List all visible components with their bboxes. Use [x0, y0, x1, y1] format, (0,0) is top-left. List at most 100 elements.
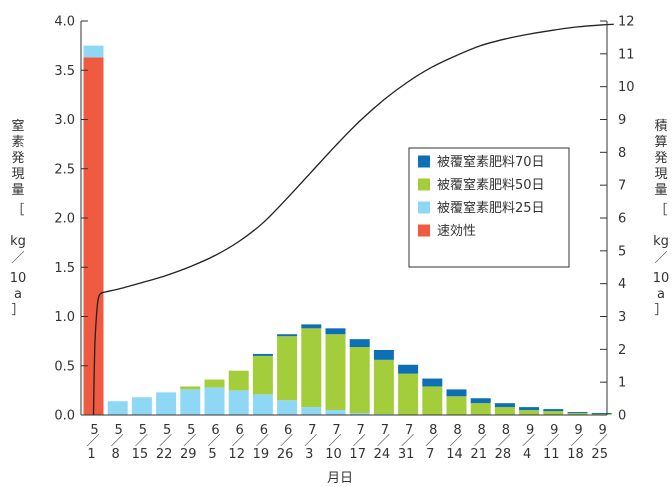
legend-box	[408, 147, 570, 268]
x-tick-month: 6	[284, 423, 292, 438]
x-tick-separator: ／	[546, 434, 559, 449]
bar-segment	[422, 378, 443, 387]
x-tick-month: 7	[357, 423, 365, 438]
bar-segment	[252, 394, 273, 415]
bar-segment	[325, 410, 346, 415]
bar-segment	[398, 364, 419, 374]
x-tick-day: 4	[523, 447, 531, 462]
x-tick-month: 5	[163, 423, 171, 438]
x-tick-month: 7	[308, 423, 316, 438]
right-tick-label: 2	[618, 343, 626, 358]
left-tick-label: 3.5	[54, 64, 75, 79]
axis-label-char: kg	[10, 234, 26, 249]
left-tick-label: 2.5	[54, 162, 75, 177]
axes-layer: 0.00.51.01.52.02.53.03.54.00123456789101…	[54, 15, 634, 463]
bar-segment	[204, 379, 225, 388]
x-axis-label: 月日	[327, 471, 353, 486]
x-tick-separator: ／	[232, 434, 245, 449]
axis-label-char: ］	[654, 303, 667, 318]
legend-swatch	[418, 201, 430, 214]
x-tick-day: 25	[591, 447, 608, 462]
x-tick-separator: ／	[86, 434, 99, 449]
axis-label-char: 現	[654, 167, 667, 182]
bar-segment	[519, 407, 540, 411]
bar-segment	[422, 386, 443, 415]
legend-label: 被覆窒素肥料70日	[437, 154, 545, 170]
bar-segment	[519, 410, 540, 415]
x-tick-month: 8	[478, 423, 486, 438]
x-tick-separator: ／	[256, 434, 269, 449]
x-tick-month: 7	[381, 423, 389, 438]
axis-label-char: 10	[653, 271, 670, 286]
x-tick-separator: ／	[401, 434, 414, 449]
bar-segment	[567, 412, 588, 414]
x-tick-day: 26	[277, 447, 294, 462]
bar-segment	[398, 373, 419, 415]
left-tick-label: 2.0	[54, 212, 75, 227]
legend-swatch	[418, 155, 430, 168]
bar-segment	[446, 389, 467, 397]
x-tick-day: 8	[112, 447, 120, 462]
x-tick-separator: ／	[280, 434, 293, 449]
bar-layer	[83, 45, 612, 416]
legend-swatch	[418, 224, 430, 237]
x-tick-month: 9	[526, 423, 534, 438]
bar-segment	[543, 409, 564, 412]
bar-segment	[373, 359, 394, 415]
bar-segment	[228, 390, 249, 416]
x-tick-separator: ／	[595, 434, 608, 449]
bar-segment	[349, 347, 370, 414]
left-tick-label: 4.0	[54, 15, 75, 30]
axis-label-char: 現	[11, 167, 24, 182]
axis-label-char: 積	[654, 119, 667, 134]
x-tick-month: 5	[139, 423, 147, 438]
axis-label-char: 発	[11, 151, 24, 166]
left-tick-label: 0.0	[54, 409, 75, 424]
right-tick-label: 4	[618, 277, 626, 292]
right-tick-label: 11	[618, 47, 635, 62]
bar-segment	[107, 401, 128, 415]
x-tick-separator: ／	[570, 434, 583, 449]
bar-segment	[252, 353, 273, 356]
bar-segment	[373, 349, 394, 360]
right-tick-label: 9	[618, 113, 626, 128]
x-tick-separator: ／	[328, 434, 341, 449]
legend-label: 被覆窒素肥料50日	[437, 177, 545, 193]
x-tick-separator: ／	[377, 434, 390, 449]
x-tick-day: 15	[132, 447, 149, 462]
x-tick-separator: ／	[425, 434, 438, 449]
axis-label-char: 量	[654, 183, 667, 198]
axis-label-char: ［	[11, 203, 24, 218]
x-tick-month: 6	[260, 423, 268, 438]
axis-label-char: ／	[11, 251, 24, 266]
axis-label-char: a	[657, 287, 665, 302]
legend-label: 速効性	[437, 224, 476, 239]
x-tick-month: 7	[405, 423, 413, 438]
right-tick-label: 5	[618, 244, 626, 259]
bar-segment	[277, 334, 298, 337]
bar-segment	[301, 328, 322, 408]
left-tick-label: 3.0	[54, 113, 75, 128]
axis-label-char: 窒	[11, 118, 24, 134]
right-tick-label: 3	[618, 310, 626, 325]
axis-label-char: ［	[654, 203, 667, 218]
x-tick-month: 6	[236, 423, 244, 438]
bar-segment	[131, 397, 152, 415]
x-tick-month: 5	[90, 423, 98, 438]
left-tick-label: 1.5	[54, 261, 75, 276]
axis-label-char: kg	[653, 234, 669, 249]
axis-label-char: 量	[11, 183, 24, 198]
x-tick-month: 8	[453, 423, 461, 438]
left-tick-label: 1.0	[54, 310, 75, 325]
x-tick-separator: ／	[353, 434, 366, 449]
x-tick-separator: ／	[474, 434, 487, 449]
bar-segment	[591, 413, 612, 415]
x-tick-separator: ／	[449, 434, 462, 449]
x-tick-month: 9	[599, 423, 607, 438]
bar-segment	[543, 411, 564, 415]
axis-label-char: 算	[654, 135, 667, 150]
bar-segment	[494, 403, 515, 408]
